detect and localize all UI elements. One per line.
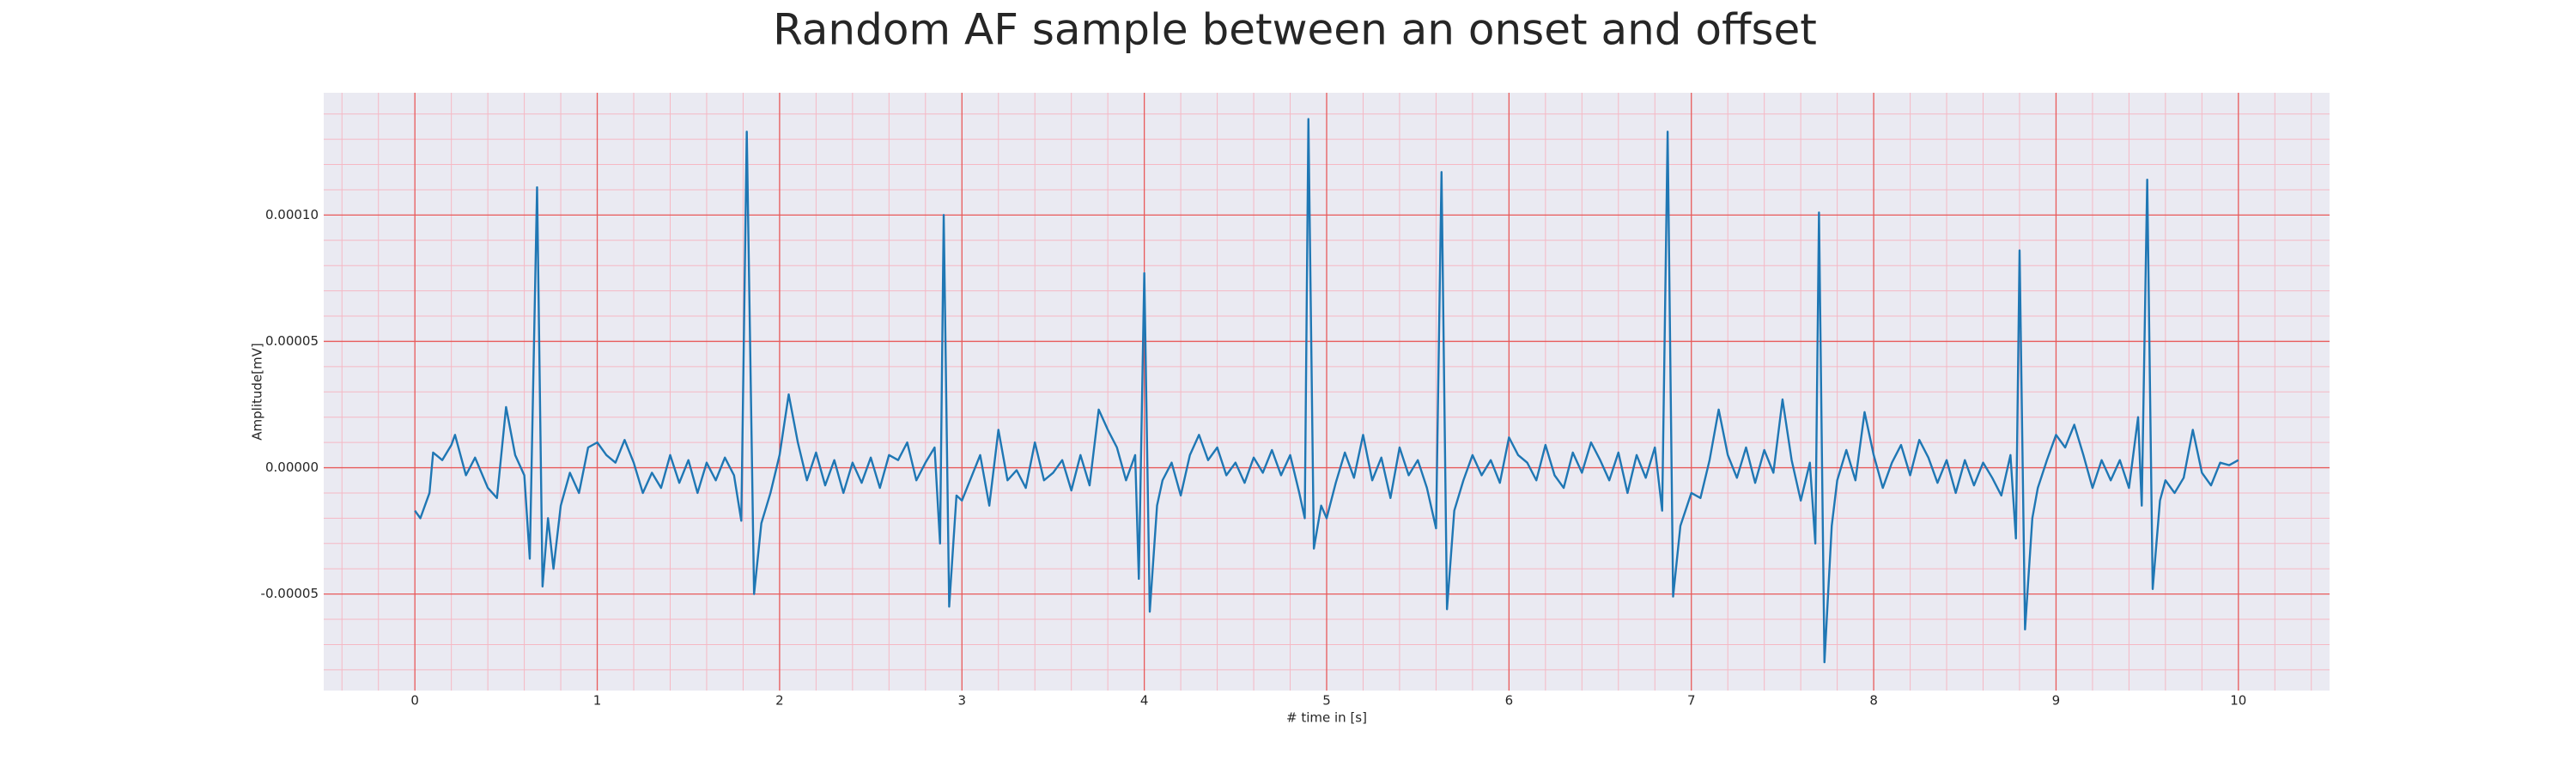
y-tick-label: 0.00005 bbox=[265, 333, 319, 349]
x-tick-label: 5 bbox=[1322, 693, 1331, 709]
major-grid bbox=[324, 93, 2330, 691]
x-tick-label: 0 bbox=[410, 693, 419, 709]
signal-line bbox=[414, 118, 2239, 664]
x-tick-label: 2 bbox=[775, 693, 784, 709]
marks: 0 1 2 3 4 5 6 7 8 9 10 -0.00005 0.00000 0.00005 0.0001… bbox=[261, 118, 2246, 709]
y-tick-label: 0.00000 bbox=[265, 460, 319, 475]
x-tick-label: 1 bbox=[593, 693, 602, 709]
x-tick-label: 6 bbox=[1505, 693, 1514, 709]
y-tick-label: 0.00010 bbox=[265, 207, 319, 222]
x-axis-label: # time in [s] bbox=[1286, 710, 1367, 726]
y-tick-label: -0.00005 bbox=[261, 586, 319, 601]
chart-title: Random AF sample between an onset and of… bbox=[773, 5, 1817, 55]
x-tick-label: 3 bbox=[957, 693, 966, 709]
x-tick-label: 4 bbox=[1140, 693, 1149, 709]
y-axis-label: Amplitude[mV] bbox=[250, 343, 265, 440]
x-tick-label: 9 bbox=[2052, 693, 2061, 709]
x-tick-label: 7 bbox=[1687, 693, 1696, 709]
x-tick-label: 10 bbox=[2230, 693, 2246, 709]
x-tick-label: 8 bbox=[1869, 693, 1878, 709]
